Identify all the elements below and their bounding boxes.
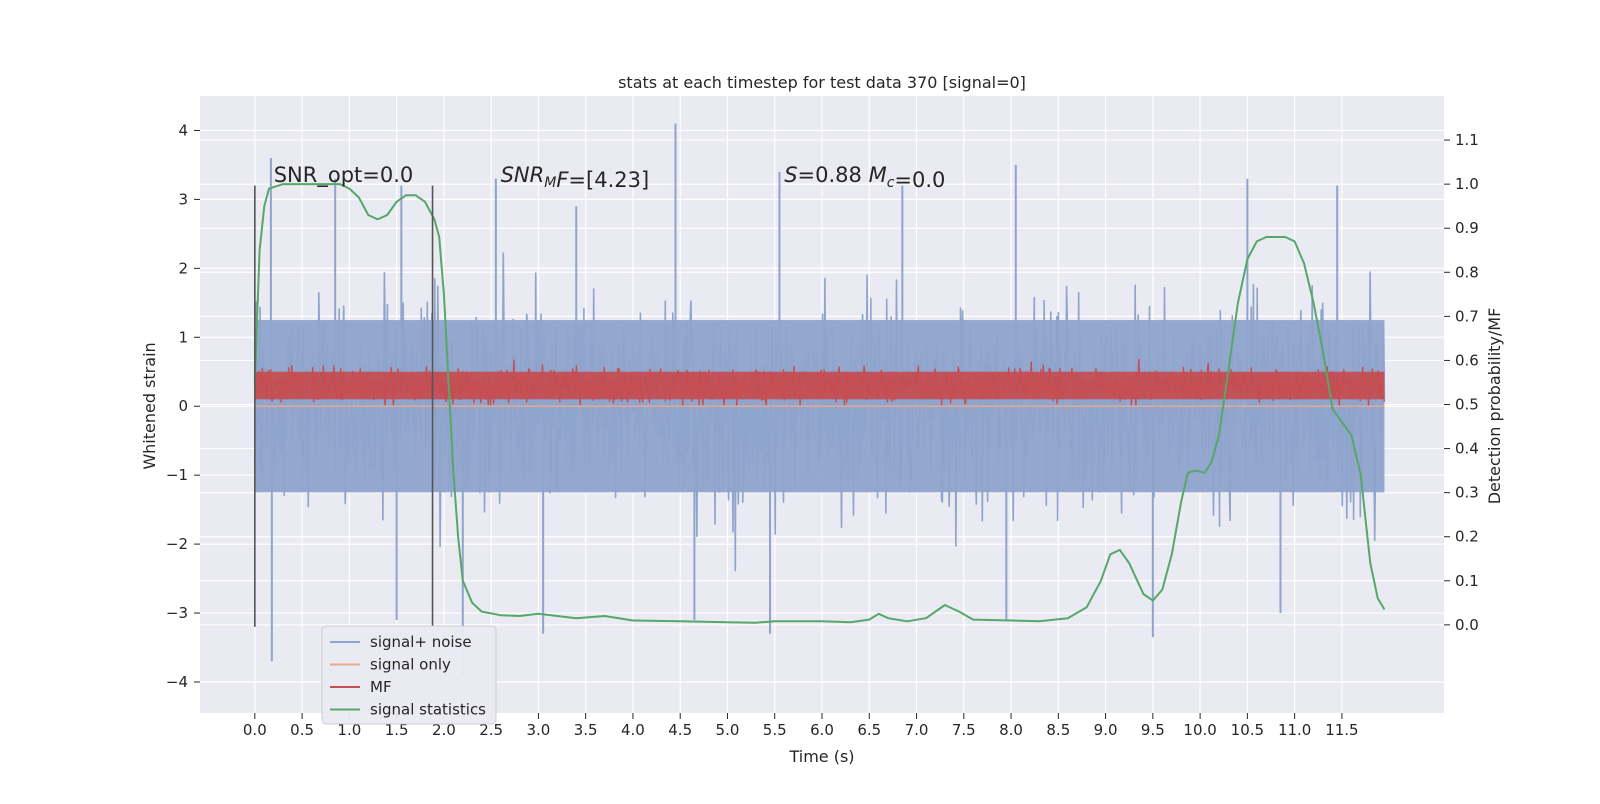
y-tick-label: −4: [166, 673, 188, 691]
x-tick-label: 0.5: [290, 721, 314, 739]
x-tick-label: 6.5: [857, 721, 881, 739]
legend-box: [321, 625, 497, 725]
annotation-segment: S: [784, 163, 797, 187]
x-tick-label: 5.5: [763, 721, 787, 739]
y-tick-label: 2: [178, 259, 188, 277]
chart-title: stats at each timestep for test data 370…: [618, 73, 1026, 92]
y-right-tick-label: 0.9: [1455, 219, 1479, 237]
y-right-tick-label: 0.6: [1455, 351, 1479, 369]
y-right-tick-label: 0.5: [1455, 396, 1479, 414]
annotation-segment: =[4.23]: [568, 168, 649, 192]
annotation-segment: =0.88: [798, 163, 869, 187]
annotation-segment: =0.0: [894, 168, 945, 192]
legend: signal+ noise signal only MF signal statist…: [321, 625, 497, 725]
x-tick-label: 9.0: [1094, 721, 1118, 739]
x-tick-label: 10.0: [1183, 721, 1216, 739]
x-tick-label: 9.5: [1141, 721, 1165, 739]
annotation-2: SNRMF=[4.23]: [501, 163, 650, 192]
y-tick-label: −1: [166, 466, 188, 484]
y-tick-label: 1: [178, 328, 188, 346]
annotation-segment: F: [556, 168, 569, 192]
x-axis-label: Time (s): [788, 747, 854, 766]
y-tick-label: 3: [178, 190, 188, 208]
x-tick-label: 8.5: [1046, 721, 1070, 739]
legend-label: signal statistics: [370, 701, 486, 719]
y-axis-right-label: Detection probability/MF: [1485, 308, 1504, 505]
y-right-tick-label: 0.1: [1455, 572, 1479, 590]
y-tick-label: 0: [178, 397, 188, 415]
x-tick-label: 8.0: [999, 721, 1023, 739]
y-right-tick-label: 0.8: [1455, 263, 1479, 281]
x-tick-label: 6.0: [810, 721, 834, 739]
y-axis-label: Whitened strain: [140, 342, 159, 469]
y-tick-label: 4: [178, 121, 188, 139]
x-tick-label: 7.0: [905, 721, 929, 739]
y-right-tick-label: 0.0: [1455, 616, 1479, 634]
annotation-segment: c: [887, 175, 895, 191]
x-tick-label: 2.0: [432, 721, 456, 739]
x-tick-label: 5.0: [716, 721, 740, 739]
x-tick-label: 3.5: [574, 721, 598, 739]
x-tick-label: 4.5: [668, 721, 692, 739]
y-right-tick-label: 1.0: [1455, 175, 1479, 193]
y-right-tick-label: 0.2: [1455, 528, 1479, 546]
y-tick-label: −2: [166, 535, 188, 553]
x-tick-label: 7.5: [952, 721, 976, 739]
legend-label: signal only: [370, 656, 451, 674]
x-tick-label: 11.5: [1325, 721, 1358, 739]
legend-label: MF: [370, 678, 392, 696]
y-right-tick-label: 0.3: [1455, 484, 1479, 502]
x-tick-label: 10.5: [1231, 721, 1264, 739]
x-tick-label: 3.0: [526, 721, 550, 739]
annotation-segment: SNR: [501, 163, 545, 187]
annotation-segment: M: [869, 163, 887, 187]
annotation-3: S=0.88 Mc=0.0: [784, 163, 945, 192]
x-tick-label: 1.0: [337, 721, 361, 739]
data-layer: [253, 123, 1386, 676]
series-signal-noise: [254, 252, 1386, 572]
y-right-tick-label: 1.1: [1455, 131, 1479, 149]
annotation-segment: M: [544, 175, 556, 191]
y-right-tick-label: 0.7: [1455, 307, 1479, 325]
series-signal-statistics: [253, 183, 1386, 624]
legend-label: signal+ noise: [370, 633, 472, 651]
annotation-layer: SNR_opt=0.0 SNRMF=[4.23] S=0.88 Mc=0.0: [274, 163, 946, 192]
series-mf: [254, 358, 1386, 406]
x-tick-label: 1.5: [385, 721, 409, 739]
annotation-1: SNR_opt=0.0: [274, 163, 414, 188]
x-tick-label: 11.0: [1278, 721, 1311, 739]
y-right-tick-label: 0.4: [1455, 440, 1479, 458]
x-tick-label: 2.5: [479, 721, 503, 739]
x-tick-label: 0.0: [243, 721, 267, 739]
x-tick-label: 4.0: [621, 721, 645, 739]
y-tick-label: −3: [166, 604, 188, 622]
